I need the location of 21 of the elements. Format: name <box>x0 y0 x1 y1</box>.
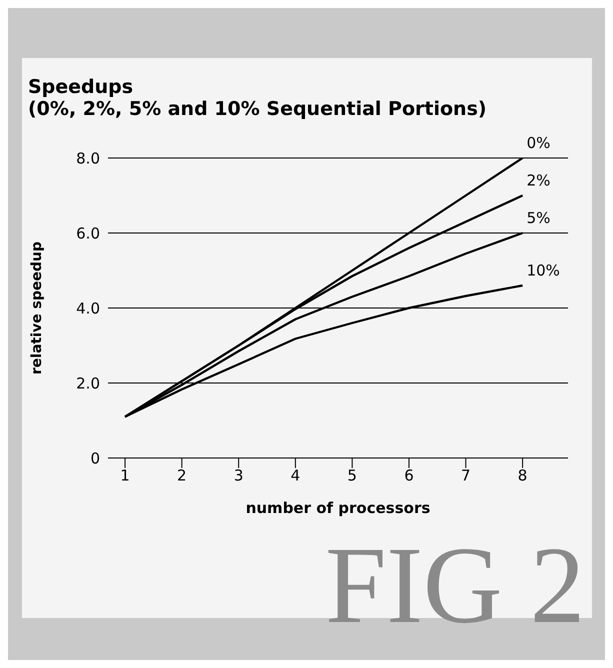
x-tick-label: 8 <box>518 466 528 485</box>
x-tick-label: 2 <box>177 466 187 485</box>
series-label: 2% <box>526 172 550 190</box>
series-label: 10% <box>526 262 560 280</box>
chart-title: Speedups (0%, 2%, 5% and 10% Sequential Portions) <box>28 76 487 120</box>
x-tick-label: 5 <box>347 466 357 485</box>
x-tick-label: 3 <box>234 466 244 485</box>
x-tick-label: 1 <box>120 466 130 485</box>
caption: FIG 2 <box>325 524 585 646</box>
y-axis-title: relative speedup <box>28 242 45 374</box>
x-tick-label: 4 <box>290 466 300 485</box>
x-tick-label: 7 <box>461 466 471 485</box>
y-tick-label: 6.0 <box>76 224 100 242</box>
series-label: 5% <box>526 209 550 227</box>
x-tick-label: 6 <box>404 466 414 485</box>
series-label: 0% <box>526 134 550 152</box>
y-tick-label: 8.0 <box>76 149 100 168</box>
y-tick-label: 2.0 <box>76 374 100 392</box>
y-tick-label: 0 <box>90 449 100 468</box>
x-axis-title: number of processors <box>246 499 430 517</box>
y-tick-label: 4.0 <box>76 299 100 318</box>
